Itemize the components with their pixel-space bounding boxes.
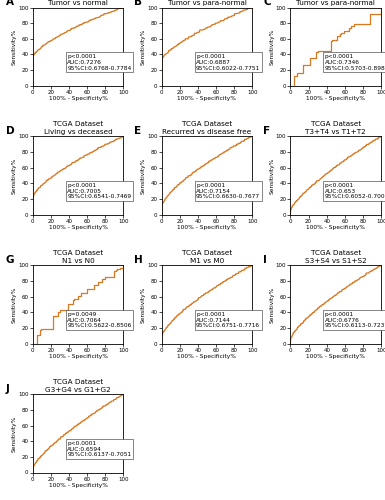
Y-axis label: Sensitivity%: Sensitivity% [12,286,17,322]
X-axis label: 100% - Specificity%: 100% - Specificity% [306,96,365,101]
Text: p<0.0001
AUC:0.6887
95%CI:0.6022-0.7751: p<0.0001 AUC:0.6887 95%CI:0.6022-0.7751 [196,54,260,70]
Text: C: C [263,0,271,8]
Y-axis label: Sensitivity%: Sensitivity% [270,286,275,322]
Title: Validation Dataset
Tumor vs para-normal: Validation Dataset Tumor vs para-normal [296,0,375,6]
X-axis label: 100% - Specificity%: 100% - Specificity% [177,225,236,230]
X-axis label: 100% - Specificity%: 100% - Specificity% [49,225,107,230]
X-axis label: 100% - Specificity%: 100% - Specificity% [177,96,236,101]
Text: p<0.0001
AUC:0.7005
95%CI:0.6541-0.7469: p<0.0001 AUC:0.7005 95%CI:0.6541-0.7469 [67,183,131,200]
Text: D: D [5,126,14,136]
Text: p<0.0001
AUC:0.7346
95%CI:0.5703-0.8989: p<0.0001 AUC:0.7346 95%CI:0.5703-0.8989 [325,54,385,70]
Y-axis label: Sensitivity%: Sensitivity% [141,28,146,65]
Text: B: B [134,0,142,8]
Y-axis label: Sensitivity%: Sensitivity% [270,28,275,65]
Text: I: I [263,255,267,265]
Title: TCGA Dataset
Tumor vs normal: TCGA Dataset Tumor vs normal [48,0,108,6]
X-axis label: 100% - Specificity%: 100% - Specificity% [177,354,236,359]
Title: TCGA Dataset
Living vs deceased: TCGA Dataset Living vs deceased [44,121,112,134]
Y-axis label: Sensitivity%: Sensitivity% [12,28,17,65]
Text: F: F [263,126,270,136]
X-axis label: 100% - Specificity%: 100% - Specificity% [49,483,107,488]
Title: TCGA Dataset
G3+G4 vs G1+G2: TCGA Dataset G3+G4 vs G1+G2 [45,379,111,392]
Text: H: H [134,255,143,265]
Y-axis label: Sensitivity%: Sensitivity% [270,158,275,194]
Title: TCGA Dataset
Recurred vs disease free: TCGA Dataset Recurred vs disease free [162,121,251,134]
Text: J: J [5,384,9,394]
Text: p<0.0001
AUC:0.653
95%CI:0.6052-0.7007: p<0.0001 AUC:0.653 95%CI:0.6052-0.7007 [325,183,385,200]
X-axis label: 100% - Specificity%: 100% - Specificity% [306,225,365,230]
Title: TCGA Dataset
S3+S4 vs S1+S2: TCGA Dataset S3+S4 vs S1+S2 [305,250,367,264]
Y-axis label: Sensitivity%: Sensitivity% [12,415,17,452]
Text: p=0.0049
AUC:0.7064
95%CI:0.5622-0.8506: p=0.0049 AUC:0.7064 95%CI:0.5622-0.8506 [67,312,131,328]
X-axis label: 100% - Specificity%: 100% - Specificity% [306,354,365,359]
Text: A: A [5,0,13,8]
Title: TCGA Dataset
N1 vs N0: TCGA Dataset N1 vs N0 [53,250,103,264]
Y-axis label: Sensitivity%: Sensitivity% [141,286,146,322]
Text: p<0.0001
AUC:0.7144
95%CI:0.6751-0.7716: p<0.0001 AUC:0.7144 95%CI:0.6751-0.7716 [196,312,260,328]
Text: E: E [134,126,141,136]
Text: p<0.0001
AUC:0.7276
95%CI:0.6768-0.7784: p<0.0001 AUC:0.7276 95%CI:0.6768-0.7784 [67,54,131,70]
Title: TCGA Dataset
Tumor vs para-normal: TCGA Dataset Tumor vs para-normal [167,0,246,6]
Title: TCGA Dataset
M1 vs M0: TCGA Dataset M1 vs M0 [182,250,232,264]
Text: G: G [5,255,14,265]
Y-axis label: Sensitivity%: Sensitivity% [12,158,17,194]
X-axis label: 100% - Specificity%: 100% - Specificity% [49,354,107,359]
Y-axis label: Sensitivity%: Sensitivity% [141,158,146,194]
Title: TCGA Dataset
T3+T4 vs T1+T2: TCGA Dataset T3+T4 vs T1+T2 [305,121,366,134]
Text: p<0.0001
AUC:0.7154
95%CI:0.6630-0.7677: p<0.0001 AUC:0.7154 95%CI:0.6630-0.7677 [196,183,260,200]
Text: p<0.0001
AUC:0.6776
95%CI:0.6113-0.7237: p<0.0001 AUC:0.6776 95%CI:0.6113-0.7237 [325,312,385,328]
X-axis label: 100% - Specificity%: 100% - Specificity% [49,96,107,101]
Text: p<0.0001
AUC:0.6594
95%CI:0.6137-0.7051: p<0.0001 AUC:0.6594 95%CI:0.6137-0.7051 [67,441,131,458]
